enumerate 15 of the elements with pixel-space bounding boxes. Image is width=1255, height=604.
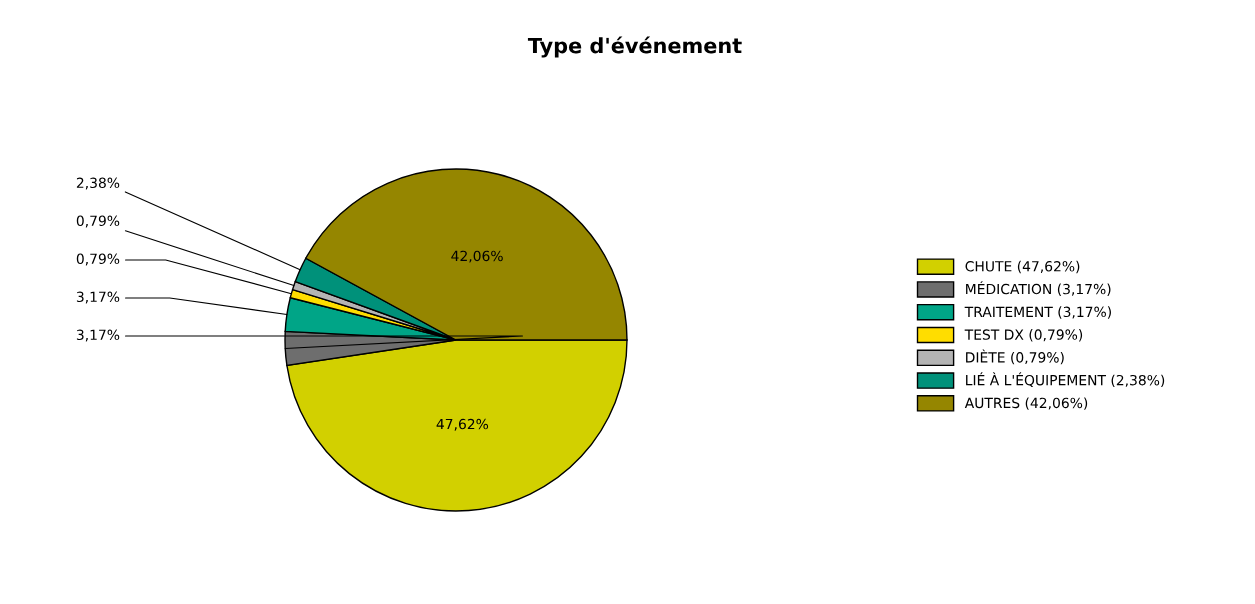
data-label: 47,62%: [436, 418, 489, 431]
legend-label: LIÉ À L'ÉQUIPEMENT (2,38%): [966, 372, 1165, 388]
data-label: 42,06%: [451, 250, 503, 263]
legend-label: DIÈTE (0,79%): [966, 349, 1064, 365]
legend-label: TRAITEMENT (3,17%): [964, 306, 1111, 319]
legend-label: AUTRES (42,06%): [964, 397, 1088, 410]
chart-title: Type d'événement: [527, 36, 742, 58]
data-label: 0,79%: [76, 215, 120, 228]
legend-label: CHUTE (47,62%): [965, 260, 1080, 274]
legend-label: MÉDICATION (3,17%): [966, 281, 1111, 296]
data-label: 3,17%: [76, 329, 120, 342]
data-label: 3,17%: [76, 291, 120, 304]
legend-label: TEST DX (0,79%): [964, 329, 1083, 342]
data-label: 2,38%: [76, 177, 120, 190]
data-label: 0,79%: [76, 253, 120, 266]
